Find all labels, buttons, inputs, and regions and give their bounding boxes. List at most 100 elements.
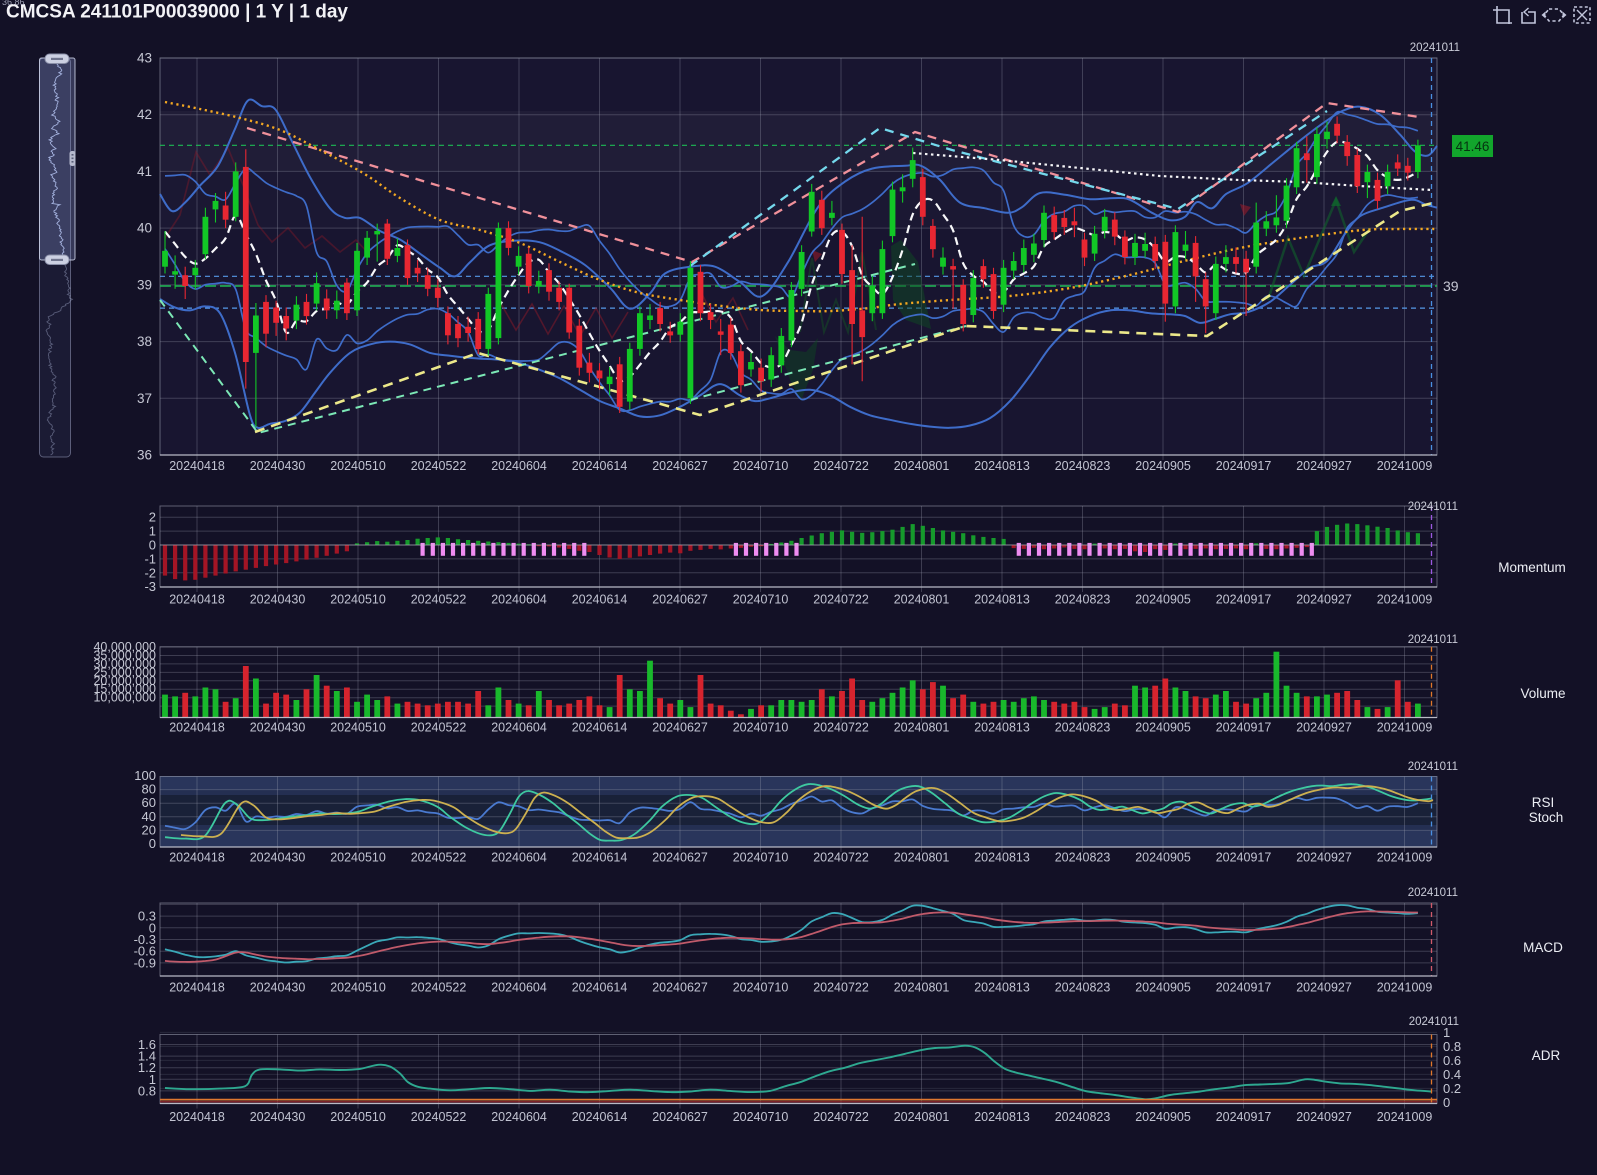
svg-text:1: 1 [149,524,156,539]
svg-text:1.6: 1.6 [138,1037,156,1052]
svg-text:20240722: 20240722 [813,593,869,607]
svg-text:20241009: 20241009 [1377,851,1433,865]
svg-text:0.8: 0.8 [1443,1039,1461,1054]
svg-text:1.4: 1.4 [138,1049,156,1064]
svg-text:43: 43 [137,51,152,66]
svg-text:20240627: 20240627 [652,981,708,995]
svg-text:20240710: 20240710 [733,459,789,473]
svg-text:20240722: 20240722 [813,851,869,865]
svg-text:20,000,000: 20,000,000 [93,674,156,688]
svg-text:20240522: 20240522 [411,593,467,607]
svg-text:20240801: 20240801 [894,851,950,865]
svg-text:20240823: 20240823 [1055,851,1111,865]
svg-text:20240905: 20240905 [1135,721,1191,735]
svg-text:20240917: 20240917 [1216,459,1272,473]
svg-text:20240927: 20240927 [1296,851,1352,865]
svg-text:20240823: 20240823 [1055,593,1111,607]
svg-text:20240522: 20240522 [411,1110,467,1124]
svg-text:20240614: 20240614 [572,981,628,995]
svg-text:0: 0 [149,920,156,935]
svg-text:20240905: 20240905 [1135,851,1191,865]
svg-text:20241009: 20241009 [1377,459,1433,473]
svg-text:1: 1 [149,1072,156,1087]
svg-text:40,000,000: 40,000,000 [93,640,156,654]
svg-text:36.86: 36.86 [2,0,25,7]
svg-text:20240627: 20240627 [652,851,708,865]
svg-text:20240722: 20240722 [813,1110,869,1124]
svg-text:20240710: 20240710 [733,1110,789,1124]
svg-text:20240722: 20240722 [813,721,869,735]
svg-text:20240917: 20240917 [1216,851,1272,865]
svg-text:20240813: 20240813 [974,1110,1030,1124]
svg-text:20240604: 20240604 [491,593,547,607]
svg-text:37: 37 [137,391,152,406]
svg-text:20240917: 20240917 [1216,981,1272,995]
svg-text:20240905: 20240905 [1135,1110,1191,1124]
svg-text:20240813: 20240813 [974,981,1030,995]
svg-text:20240604: 20240604 [491,459,547,473]
svg-text:20240522: 20240522 [411,851,467,865]
svg-text:20240430: 20240430 [250,459,306,473]
svg-text:-1: -1 [144,551,156,566]
svg-text:20240801: 20240801 [894,721,950,735]
svg-text:40: 40 [142,809,156,824]
svg-text:20240710: 20240710 [733,721,789,735]
svg-text:20240522: 20240522 [411,459,467,473]
svg-text:20241009: 20241009 [1377,1110,1433,1124]
svg-text:20240813: 20240813 [974,851,1030,865]
svg-text:30,000,000: 30,000,000 [93,657,156,671]
svg-text:41.46: 41.46 [1456,139,1490,154]
svg-text:20241009: 20241009 [1377,981,1433,995]
svg-text:ADR: ADR [1532,1048,1561,1063]
svg-text:20240627: 20240627 [652,593,708,607]
svg-text:20240522: 20240522 [411,721,467,735]
svg-text:20240927: 20240927 [1296,721,1352,735]
svg-text:20240813: 20240813 [974,593,1030,607]
svg-text:25,000,000: 25,000,000 [93,665,156,679]
svg-text:20240627: 20240627 [652,1110,708,1124]
svg-text:Stoch: Stoch [1529,810,1564,825]
svg-text:20240418: 20240418 [169,721,225,735]
svg-text:20240927: 20240927 [1296,1110,1352,1124]
svg-text:20240823: 20240823 [1055,459,1111,473]
svg-text:20240510: 20240510 [330,721,386,735]
svg-text:20240722: 20240722 [813,981,869,995]
svg-text:20240430: 20240430 [250,593,306,607]
svg-text:20240813: 20240813 [974,459,1030,473]
svg-text:20240823: 20240823 [1055,721,1111,735]
svg-text:20240917: 20240917 [1216,593,1272,607]
svg-text:20240627: 20240627 [652,459,708,473]
svg-text:20241011: 20241011 [1408,887,1458,899]
svg-text:20240604: 20240604 [491,721,547,735]
svg-text:20240418: 20240418 [169,1110,225,1124]
svg-text:20240927: 20240927 [1296,459,1352,473]
svg-text:20240927: 20240927 [1296,593,1352,607]
svg-text:-0.6: -0.6 [134,944,156,959]
svg-text:0: 0 [149,538,156,553]
svg-text:100: 100 [134,768,156,783]
svg-text:0.6: 0.6 [1443,1053,1461,1068]
svg-text:20240430: 20240430 [250,721,306,735]
svg-text:20241011: 20241011 [1408,501,1458,513]
svg-text:0.8: 0.8 [138,1083,156,1098]
svg-text:20240418: 20240418 [169,851,225,865]
svg-text:20240801: 20240801 [894,593,950,607]
svg-text:-0.9: -0.9 [134,955,156,970]
svg-text:20240801: 20240801 [894,1110,950,1124]
svg-text:Momentum: Momentum [1498,560,1566,575]
svg-text:20240917: 20240917 [1216,721,1272,735]
svg-text:2: 2 [149,510,156,525]
svg-text:35,000,000: 35,000,000 [93,649,156,663]
svg-text:0.4: 0.4 [1443,1067,1461,1082]
svg-text:-2: -2 [144,565,156,580]
svg-text:20240813: 20240813 [974,721,1030,735]
svg-text:20240430: 20240430 [250,1110,306,1124]
svg-text:20240604: 20240604 [491,1110,547,1124]
svg-text:20240801: 20240801 [894,459,950,473]
svg-text:Volume: Volume [1520,686,1565,701]
svg-text:20240418: 20240418 [169,459,225,473]
svg-text:0: 0 [149,836,156,851]
svg-text:10,000,000: 10,000,000 [93,691,156,705]
svg-text:20240614: 20240614 [572,1110,628,1124]
svg-text:20240522: 20240522 [411,981,467,995]
